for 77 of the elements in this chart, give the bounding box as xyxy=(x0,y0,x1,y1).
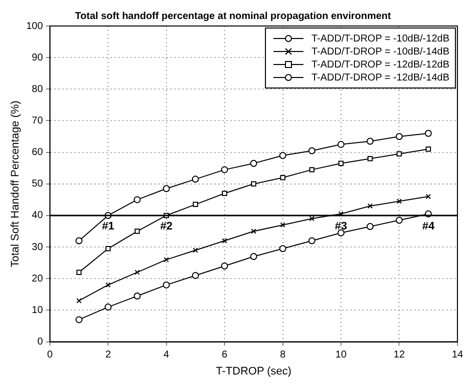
point xyxy=(251,228,256,234)
point xyxy=(192,248,198,253)
point xyxy=(396,133,403,140)
legend-label: T-ADD/T-DROP = -10dB/-14dB xyxy=(311,46,450,58)
point xyxy=(396,198,402,204)
point xyxy=(192,176,199,183)
point xyxy=(222,238,228,244)
point xyxy=(192,202,198,208)
point xyxy=(280,174,286,180)
y-tick-label: 20 xyxy=(32,273,44,284)
point xyxy=(250,253,258,260)
y-tick-label: 10 xyxy=(32,304,44,316)
point xyxy=(162,281,170,288)
point xyxy=(366,223,374,230)
point xyxy=(338,160,344,166)
annotation: #1 xyxy=(102,220,114,233)
chart-title: Total soft handoff percentage at nominal propagation environment xyxy=(75,10,392,22)
x-tick-label: 2 xyxy=(105,350,112,361)
y-tick-label: 60 xyxy=(32,147,44,158)
point xyxy=(134,292,141,300)
y-tick-label: 90 xyxy=(32,52,44,64)
y-tick-label: 30 xyxy=(32,242,44,253)
point xyxy=(75,237,82,244)
y-axis-title: Total Soft Handoff Percentage (%) xyxy=(10,100,22,268)
point xyxy=(426,146,431,152)
point xyxy=(221,166,228,174)
point xyxy=(279,152,286,159)
y-tick-label: 70 xyxy=(32,115,44,126)
y-tick-label: 100 xyxy=(26,20,44,32)
x-tick-label: 6 xyxy=(222,350,228,361)
point xyxy=(396,216,403,224)
point xyxy=(105,246,111,252)
point xyxy=(426,194,431,200)
legend-label: T-ADD/T-DROP = -12dB/-12dB xyxy=(311,59,450,70)
point xyxy=(162,185,170,192)
x-tick-label: 4 xyxy=(164,350,170,361)
x-tick-label: 12 xyxy=(394,350,406,361)
x-tick-label: 0 xyxy=(47,350,54,361)
x-tick-label: 14 xyxy=(452,350,464,361)
point xyxy=(367,156,373,162)
point xyxy=(338,211,344,217)
y-tick-label: 80 xyxy=(32,84,44,95)
x-tick-label: 8 xyxy=(280,350,286,361)
point xyxy=(134,196,141,204)
point xyxy=(104,304,112,311)
point xyxy=(280,222,286,228)
point xyxy=(366,138,374,145)
point xyxy=(367,203,373,209)
point xyxy=(134,270,140,275)
point xyxy=(279,245,286,252)
point xyxy=(251,181,256,187)
point xyxy=(250,160,258,167)
point xyxy=(164,257,169,262)
point xyxy=(76,270,82,275)
point xyxy=(105,282,111,288)
point xyxy=(337,140,344,148)
point xyxy=(309,167,315,172)
annotation: #3 xyxy=(334,220,348,233)
annotation: #4 xyxy=(422,220,436,233)
point xyxy=(75,316,82,324)
y-tick-label: 40 xyxy=(32,210,44,222)
point xyxy=(396,151,402,157)
annotation: #2 xyxy=(160,220,172,233)
point xyxy=(309,216,315,222)
legend-label: T-ADD/T-DROP = -12dB/-14dB xyxy=(311,72,450,84)
point xyxy=(308,237,316,244)
point xyxy=(134,228,140,234)
legend-label: T-ADD/T-DROP = -10dB/-12dB xyxy=(311,33,450,44)
x-tick-label: 10 xyxy=(335,350,347,361)
y-tick-label: 50 xyxy=(32,178,44,190)
x-axis-title: T-TDROP (sec) xyxy=(216,365,292,378)
point xyxy=(308,147,316,154)
y-tick-label: 0 xyxy=(37,336,44,348)
point xyxy=(222,190,228,196)
point xyxy=(192,272,199,279)
point xyxy=(221,262,228,270)
point xyxy=(424,130,432,137)
